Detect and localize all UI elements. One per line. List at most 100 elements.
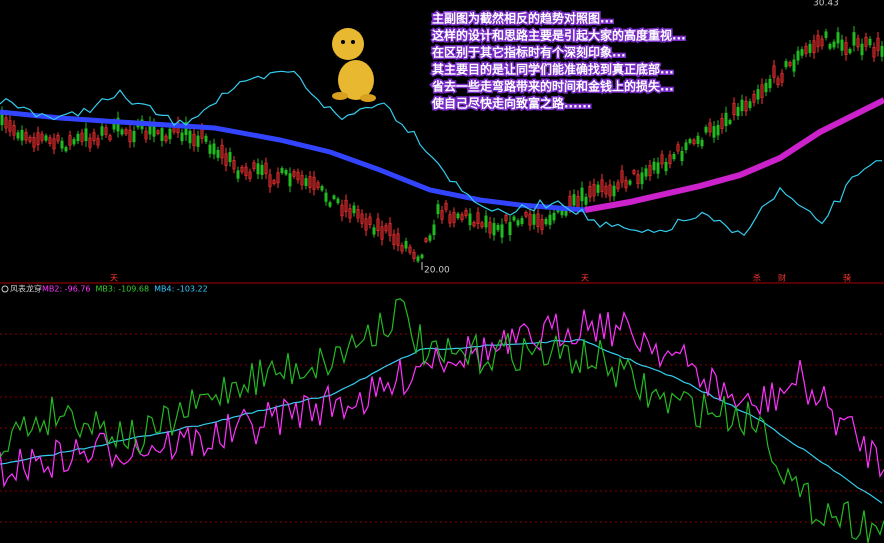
candle-body: [736, 106, 740, 116]
candle-body: [4, 117, 8, 129]
candle-body: [680, 151, 684, 162]
candle-body: [632, 170, 636, 175]
candle-body: [64, 147, 68, 152]
grid: [0, 333, 884, 523]
candle-body: [12, 125, 16, 136]
indicator-value: MB2: -96.76: [42, 285, 91, 294]
candle-body: [700, 139, 704, 147]
candle-body: [852, 32, 856, 46]
candle-body: [356, 209, 360, 219]
candle-body: [28, 136, 32, 142]
candle-body: [840, 39, 844, 51]
candle-body: [44, 135, 48, 141]
candle-body: [656, 162, 660, 174]
candle-body: [220, 144, 224, 159]
candle-body: [512, 216, 516, 221]
candle-body: [268, 174, 272, 188]
candle-body: [660, 154, 664, 165]
candle-body: [720, 117, 724, 129]
candle-body: [468, 213, 472, 226]
candle-body: [444, 202, 448, 210]
annotation-line: 省去一些走弯路带来的时间和金钱上的损失...: [431, 79, 674, 94]
candle-body: [264, 162, 268, 175]
candle-body: [52, 138, 56, 150]
candle-body: [708, 122, 712, 133]
candle-body: [72, 139, 76, 145]
candle-body: [476, 212, 480, 224]
candle-body: [384, 225, 388, 232]
candle-body: [636, 174, 640, 185]
candle-body: [752, 93, 756, 103]
candle-body: [104, 127, 108, 135]
marker: 天: [581, 274, 589, 283]
candle-body: [460, 214, 464, 221]
candle-body: [624, 179, 628, 189]
candle-body: [544, 218, 548, 225]
indicator-value: MB3: -109.68: [96, 285, 150, 294]
candle-body: [368, 216, 372, 226]
candle-body: [592, 184, 596, 197]
candle-body: [424, 238, 428, 242]
candle-body: [248, 171, 252, 179]
candle-body: [692, 139, 696, 145]
candle-body: [196, 135, 200, 147]
indicator-values: MB2: -96.76 MB3: -109.68 MB4: -103.22: [42, 285, 208, 294]
marker: 骑: [843, 273, 851, 283]
annotation-line: 使自己尽快走向致富之路......: [431, 96, 591, 111]
candle-body: [388, 223, 392, 236]
candle-body: [608, 184, 612, 197]
candle-body: [256, 163, 260, 175]
candle-body: [848, 48, 852, 54]
candle-body: [108, 135, 112, 141]
candle-body: [764, 82, 768, 93]
candle-body: [872, 47, 876, 58]
candle-body: [620, 170, 624, 183]
candle-body: [348, 208, 352, 219]
candle-body: [684, 142, 688, 151]
candle-body: [536, 213, 540, 227]
candle-body: [820, 38, 824, 47]
candle-body: [100, 126, 104, 136]
candle-body: [500, 224, 504, 238]
candle-body: [284, 169, 288, 175]
candle-body: [412, 252, 416, 259]
candles: [0, 26, 884, 264]
candle-body: [208, 144, 212, 154]
candle-body: [316, 182, 320, 189]
candle-body: [396, 233, 400, 246]
candle-body: [676, 144, 680, 152]
candle-body: [216, 149, 220, 158]
candle-body: [300, 174, 304, 186]
candle-body: [48, 137, 52, 144]
candle-body: [484, 215, 488, 228]
candle-body: [696, 135, 700, 144]
candle-body: [784, 61, 788, 68]
annotation-line: 主副图为截然相反的趋势对照图...: [432, 11, 614, 26]
candle-body: [596, 184, 600, 193]
candle-body: [364, 218, 368, 231]
candle-body: [732, 102, 736, 116]
candle-body: [716, 124, 720, 136]
candle-body: [548, 214, 552, 225]
candle-body: [748, 101, 752, 108]
candle-body: [328, 202, 332, 207]
candle-body: [876, 37, 880, 51]
candle-body: [800, 49, 804, 56]
candle-body: [448, 214, 452, 224]
candle-body: [84, 128, 88, 142]
candle-body: [844, 42, 848, 55]
candle-body: [712, 126, 716, 138]
candle-body: [352, 205, 356, 214]
candle-body: [296, 171, 300, 181]
candle-body: [236, 170, 240, 179]
candle-body: [164, 135, 168, 142]
candle-body: [728, 119, 732, 124]
candle-body: [36, 132, 40, 146]
candle-body: [360, 213, 364, 224]
candle-body: [832, 41, 836, 48]
candle-body: [116, 117, 120, 132]
candle-body: [120, 129, 124, 135]
candle-body: [260, 164, 264, 176]
